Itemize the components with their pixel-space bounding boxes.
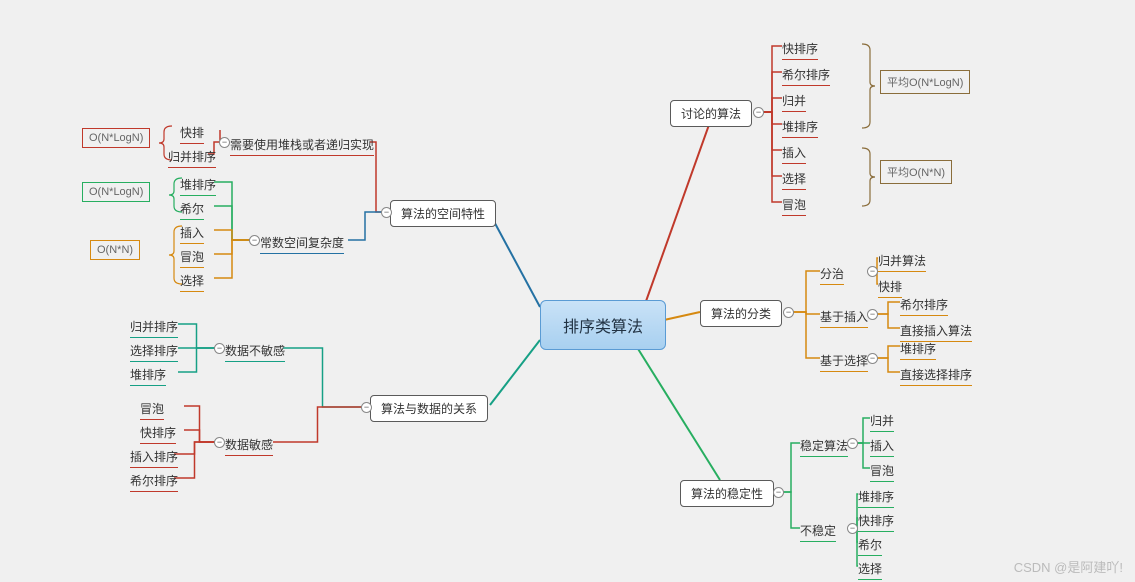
leaf: 冒泡 — [180, 246, 204, 268]
annotation: O(N*LogN) — [82, 182, 150, 202]
leaf: 选择排序 — [130, 340, 178, 362]
collapse-toggle[interactable]: − — [847, 438, 858, 449]
watermark: CSDN @是阿建吖! — [1014, 557, 1123, 576]
collapse-toggle[interactable]: − — [753, 107, 764, 118]
annotation: 平均O(N*N) — [880, 160, 952, 184]
leaf: 堆排序 — [782, 116, 818, 138]
leaf: 插入 — [180, 222, 204, 244]
leaf: 直接选择排序 — [900, 364, 972, 386]
annotation: 平均O(N*LogN) — [880, 70, 970, 94]
subnode: 分治 — [820, 263, 844, 285]
leaf: 归并 — [870, 410, 894, 432]
collapse-toggle[interactable]: − — [867, 309, 878, 320]
subnode: 需要使用堆栈或者递归实现 — [230, 134, 374, 156]
subnode: 数据不敏感 — [225, 340, 285, 362]
leaf: 快排序 — [858, 510, 894, 532]
branch-classify: 算法的分类 — [700, 300, 782, 327]
leaf: 堆排序 — [180, 174, 216, 196]
collapse-toggle[interactable]: − — [867, 266, 878, 277]
leaf: 归并排序 — [168, 146, 216, 168]
subnode: 稳定算法 — [800, 435, 848, 457]
collapse-toggle[interactable]: − — [867, 353, 878, 364]
leaf: 归并排序 — [130, 316, 178, 338]
leaf: 归并 — [782, 90, 806, 112]
collapse-toggle[interactable]: − — [381, 207, 392, 218]
collapse-toggle[interactable]: − — [214, 343, 225, 354]
leaf: 插入排序 — [130, 446, 178, 468]
annotation: O(N*LogN) — [82, 128, 150, 148]
leaf: 希尔排序 — [130, 470, 178, 492]
branch-datarel: 算法与数据的关系 — [370, 395, 488, 422]
leaf: 希尔 — [180, 198, 204, 220]
subnode: 常数空间复杂度 — [260, 232, 344, 254]
collapse-toggle[interactable]: − — [847, 523, 858, 534]
leaf: 快排序 — [140, 422, 176, 444]
leaf: 插入 — [782, 142, 806, 164]
leaf: 堆排序 — [900, 338, 936, 360]
leaf: 堆排序 — [858, 486, 894, 508]
branch-discuss: 讨论的算法 — [670, 100, 752, 127]
collapse-toggle[interactable]: − — [214, 437, 225, 448]
subnode: 不稳定 — [800, 520, 836, 542]
subnode: 基于选择 — [820, 350, 868, 372]
leaf: 希尔 — [858, 534, 882, 556]
center-node: 排序类算法 — [540, 300, 666, 350]
subnode: 数据敏感 — [225, 434, 273, 456]
collapse-toggle[interactable]: − — [773, 487, 784, 498]
branch-space: 算法的空间特性 — [390, 200, 496, 227]
leaf: 选择 — [180, 270, 204, 292]
leaf: 插入 — [870, 435, 894, 457]
leaf: 冒泡 — [870, 460, 894, 482]
collapse-toggle[interactable]: − — [783, 307, 794, 318]
branch-stability: 算法的稳定性 — [680, 480, 774, 507]
leaf: 希尔排序 — [900, 294, 948, 316]
leaf: 选择 — [858, 558, 882, 580]
leaf: 冒泡 — [140, 398, 164, 420]
leaf: 快排 — [878, 276, 902, 298]
leaf: 快排 — [180, 122, 204, 144]
leaf: 选择 — [782, 168, 806, 190]
leaf: 希尔排序 — [782, 64, 830, 86]
collapse-toggle[interactable]: − — [219, 137, 230, 148]
annotation: O(N*N) — [90, 240, 140, 260]
collapse-toggle[interactable]: − — [249, 235, 260, 246]
leaf: 堆排序 — [130, 364, 166, 386]
collapse-toggle[interactable]: − — [361, 402, 372, 413]
subnode: 基于插入 — [820, 306, 868, 328]
leaf: 快排序 — [782, 38, 818, 60]
leaf: 冒泡 — [782, 194, 806, 216]
leaf: 归并算法 — [878, 250, 926, 272]
